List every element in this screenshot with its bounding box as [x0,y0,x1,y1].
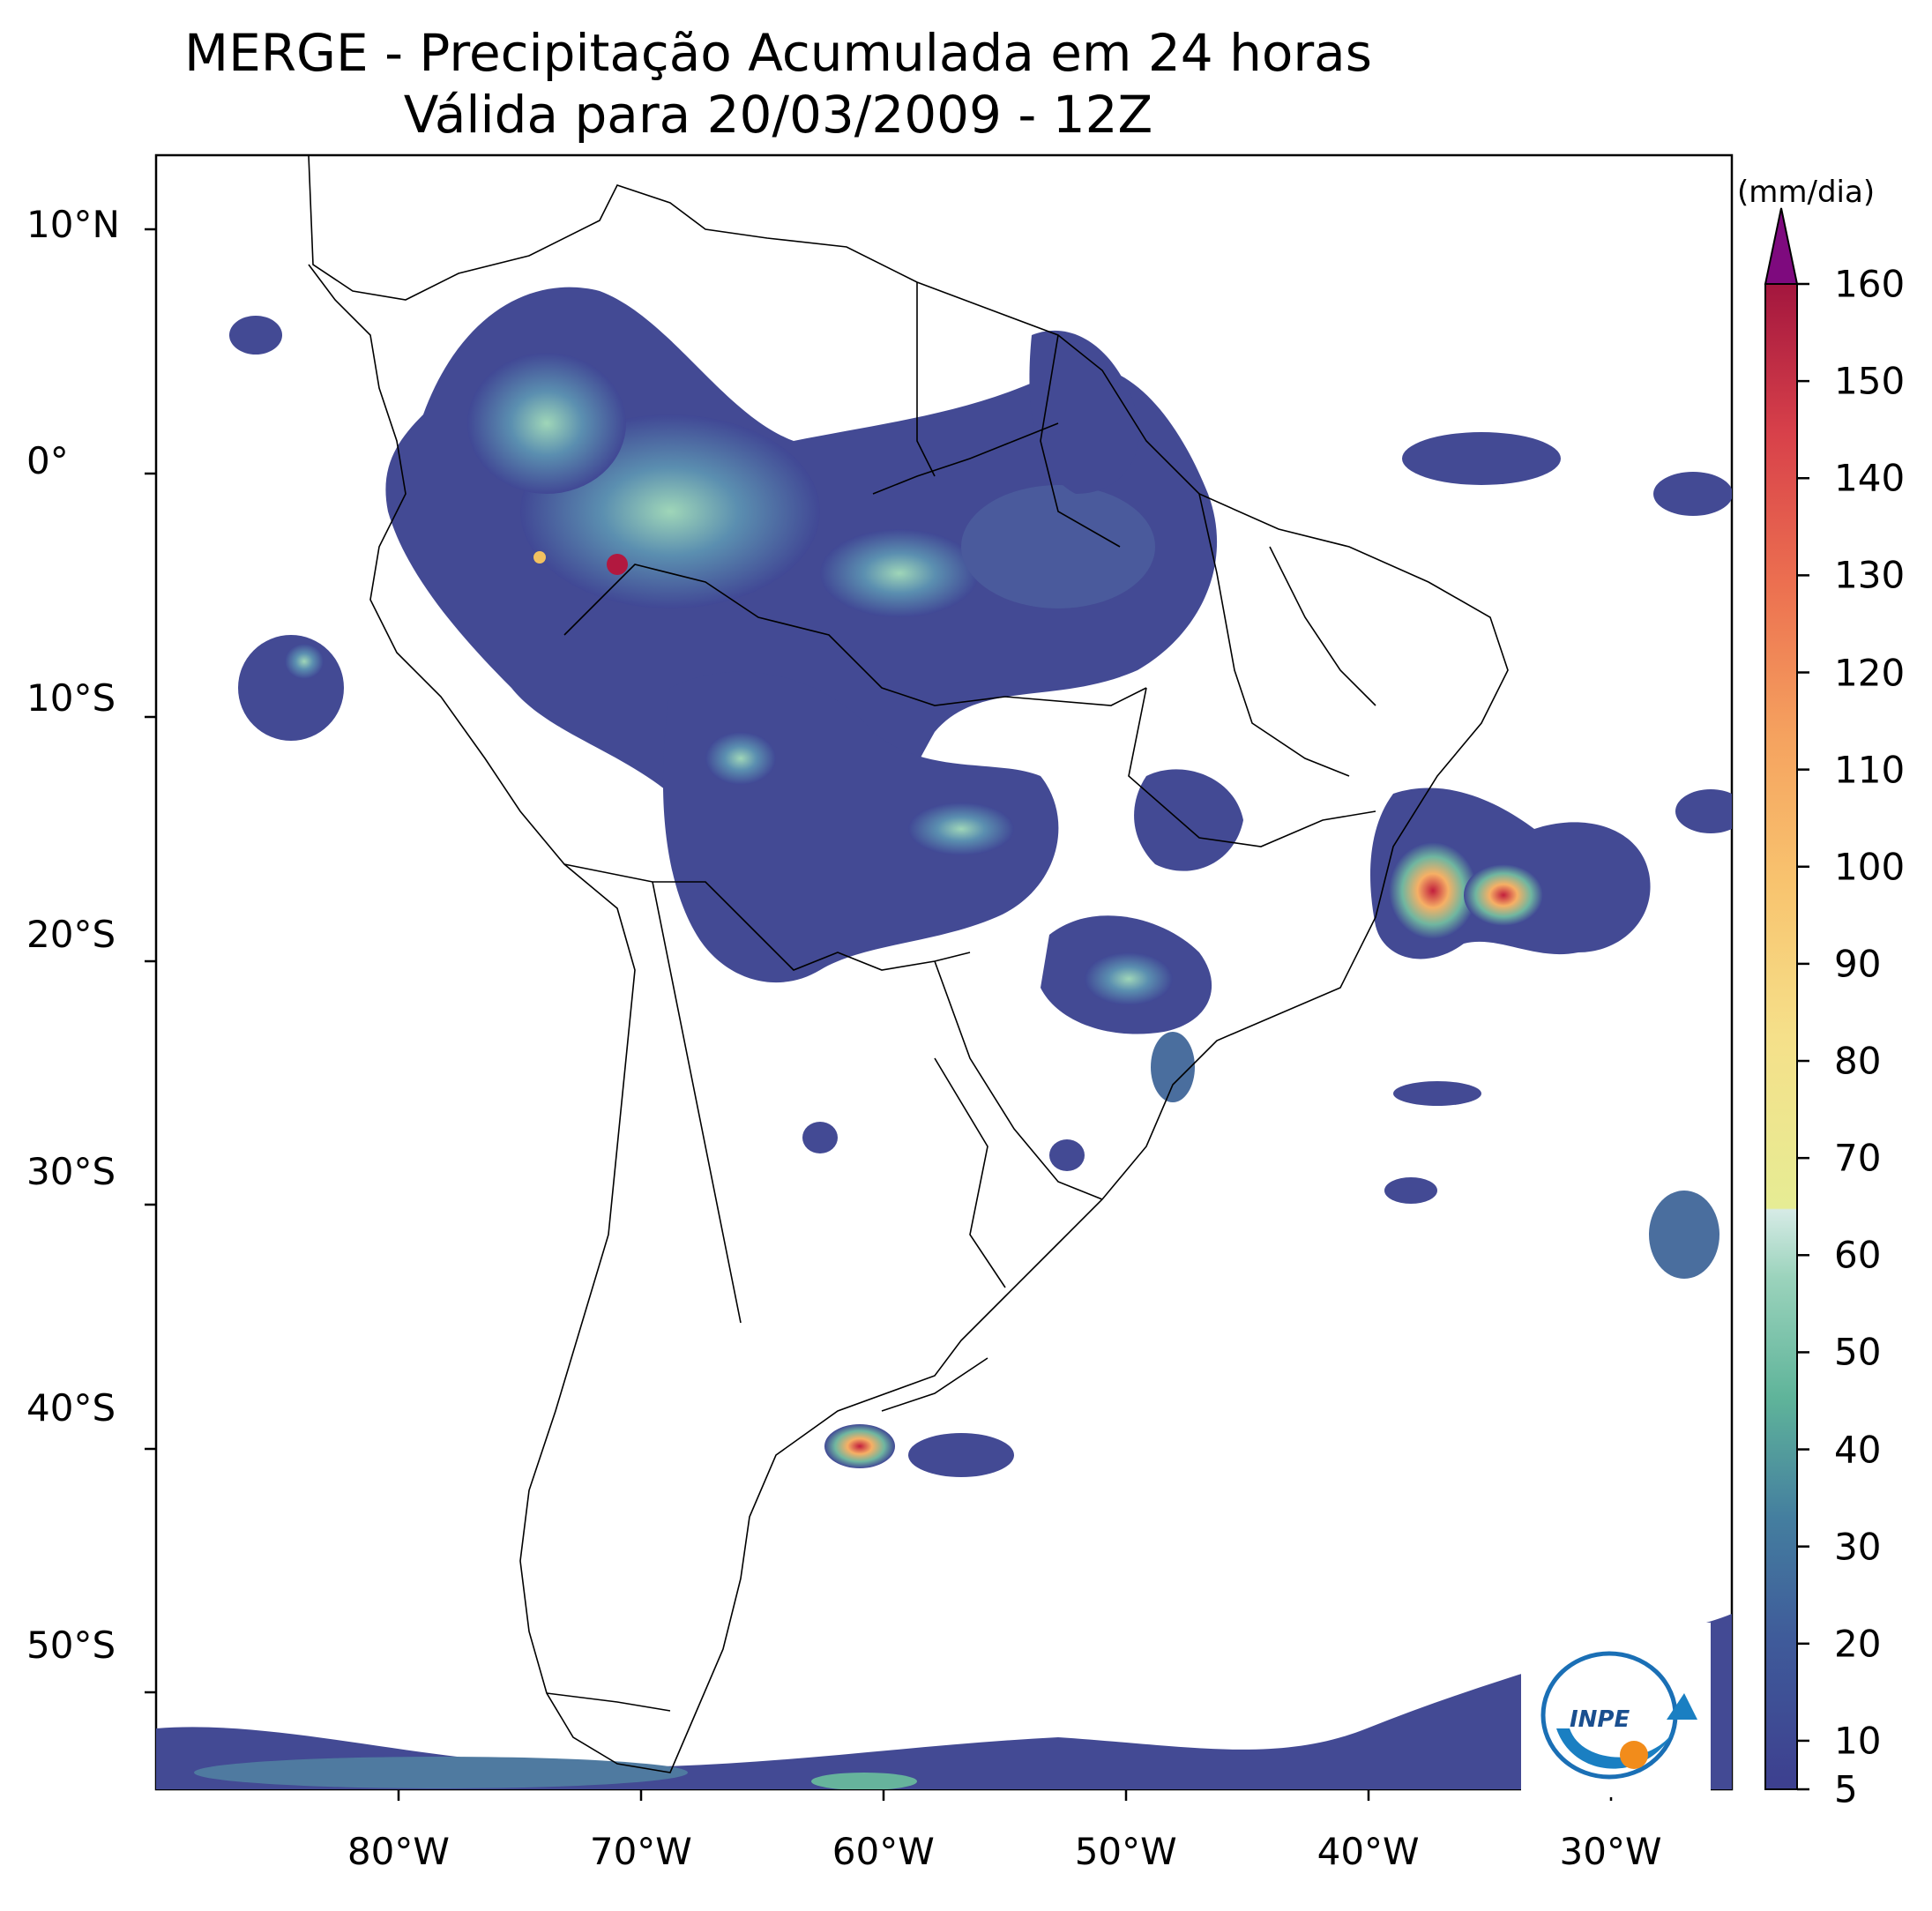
colorbar-tick-label: 30 [1834,1525,1882,1569]
lon-label: 70°W [589,1830,692,1873]
lon-label: 50°W [1074,1830,1177,1873]
rain-max-point [607,554,628,575]
axis-ticks [145,228,1613,1801]
inpe-logo: INPE [1521,1623,1711,1797]
colorbar-tick-label: 120 [1834,651,1906,695]
colorbar-tick-label: 10 [1834,1719,1882,1763]
map-frame [154,153,1734,1791]
map-title: MERGE - Precipitação Acumulada em 24 hor… [184,23,1372,83]
lat-label: 10°N [26,202,120,246]
colorbar-tick-label: 90 [1834,942,1882,986]
colorbar-tick-label: 60 [1834,1233,1882,1277]
colorbar-tick-label: 110 [1834,748,1906,792]
colorbar-tick-label: 5 [1834,1767,1858,1811]
colorbar-tick-label: 70 [1834,1136,1882,1180]
lat-label: 0° [26,439,69,483]
colorbar-tick-label: 80 [1834,1039,1882,1083]
lon-label: 80°W [347,1830,450,1873]
rain-max-patagonia [824,1424,895,1468]
lon-label: 30°W [1559,1830,1662,1873]
rain-area-southern-ocean [156,1614,1732,1789]
colorbar-tick-label: 150 [1834,359,1906,403]
lat-label: 10°S [26,676,116,720]
colorbar [1764,207,1809,1791]
lat-label: 20°S [26,913,116,957]
colorbar-tick-label: 140 [1834,456,1906,500]
lat-label: 30°S [26,1149,116,1193]
colorbar-units: (mm/dia) [1737,175,1876,210]
map-subtitle: Válida para 20/03/2009 - 12Z [403,85,1153,145]
lat-label: 50°S [26,1623,116,1667]
colorbar-tick-label: 20 [1834,1622,1882,1666]
colorbar-scale [1764,283,1798,1790]
coastline [308,155,1509,1773]
lat-label: 40°S [26,1386,116,1430]
colorbar-tick-label: 130 [1834,553,1906,597]
colorbar-tick-label: 40 [1834,1428,1882,1472]
colorbar-extend-arrow [1764,207,1799,285]
colorbar-tick-label: 160 [1834,262,1906,306]
inpe-logo-text: INPE [1570,1706,1630,1733]
colorbar-tick-label: 50 [1834,1330,1882,1374]
colorbar-tick-label: 100 [1834,845,1906,889]
lon-label: 60°W [832,1830,935,1873]
precipitation-field [156,287,1732,1789]
lon-label: 40°W [1317,1830,1420,1873]
